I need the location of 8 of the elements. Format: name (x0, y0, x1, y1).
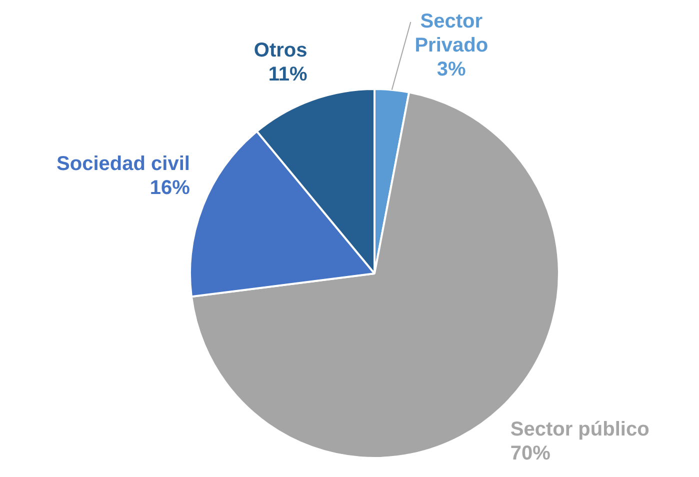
slice-label: Sector público (510, 418, 650, 441)
data-label: 11% (268, 63, 308, 86)
data-label: 70% (510, 442, 551, 465)
slice-label: Otros (254, 39, 308, 62)
data-label: 16% (150, 176, 190, 199)
data-label: 3% (436, 58, 466, 81)
slice-label: Sector Privado (414, 10, 488, 57)
slice-label: Sociedad civil (56, 152, 190, 175)
